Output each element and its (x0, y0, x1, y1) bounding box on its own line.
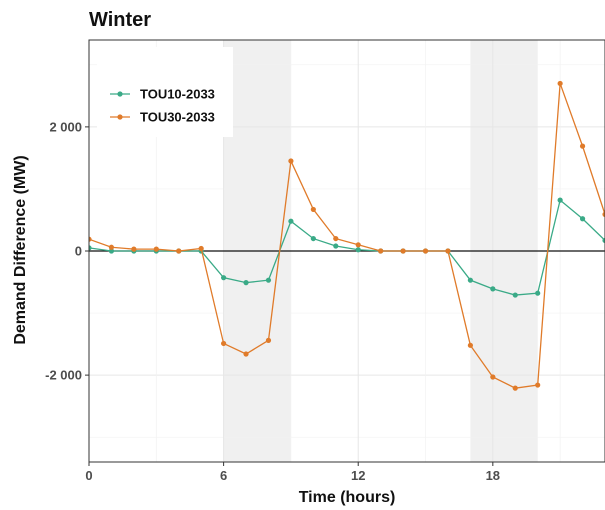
data-point (153, 246, 159, 252)
legend-label: TOU10-2033 (140, 87, 215, 102)
data-point (579, 143, 586, 149)
data-point (467, 342, 473, 348)
x-tick-label: 6 (220, 468, 227, 483)
data-point (490, 374, 496, 380)
data-point (535, 290, 541, 296)
data-point (243, 280, 249, 286)
data-point (221, 275, 227, 281)
data-point (378, 248, 384, 254)
data-point (310, 235, 316, 242)
data-point (333, 243, 339, 249)
data-point (445, 248, 451, 254)
data-point (108, 244, 115, 250)
data-point (557, 80, 563, 87)
data-point (108, 248, 115, 254)
series-group (89, 80, 605, 391)
legend-key-point (117, 91, 123, 97)
data-point (221, 340, 227, 347)
data-point (400, 248, 406, 254)
data-point (490, 286, 496, 292)
data-point (535, 382, 541, 388)
x-tick-label: 18 (486, 468, 500, 483)
data-point (89, 245, 92, 251)
plot-area (88, 39, 605, 463)
data-point (288, 218, 294, 224)
y-tick-label: 2 000 (49, 119, 82, 134)
data-point (557, 197, 563, 203)
x-tick-label: 0 (85, 468, 92, 483)
data-point (602, 211, 605, 217)
data-point (512, 292, 518, 298)
data-point (512, 385, 518, 391)
data-point (355, 247, 361, 253)
data-point (198, 245, 204, 252)
legend-key-point (117, 114, 123, 120)
y-tick-label: -2 000 (45, 368, 82, 383)
data-point (176, 248, 182, 254)
legend: TOU10-2033 TOU30-2033 (97, 47, 233, 137)
data-point (333, 235, 339, 242)
data-point (131, 246, 137, 252)
data-point (422, 248, 429, 254)
data-point (288, 158, 294, 164)
legend-label: TOU30-2033 (140, 110, 215, 125)
x-tick-label: 12 (351, 468, 365, 483)
data-point (579, 216, 586, 222)
y-axis-title: Demand Difference (MW) (12, 155, 29, 344)
series-line-1 (89, 83, 605, 389)
data-point (467, 277, 473, 283)
axes: 2 000 0 -2 000 0 6 12 18 (45, 119, 500, 483)
data-point (89, 236, 92, 242)
data-point (265, 337, 272, 343)
data-point (243, 351, 249, 357)
data-point (310, 206, 316, 213)
data-point (355, 242, 361, 248)
data-point (602, 237, 605, 244)
data-point (265, 277, 272, 283)
y-tick-label: 0 (75, 244, 82, 259)
chart-title: Winter (89, 9, 151, 31)
x-axis-title: Time (hours) (299, 489, 396, 506)
